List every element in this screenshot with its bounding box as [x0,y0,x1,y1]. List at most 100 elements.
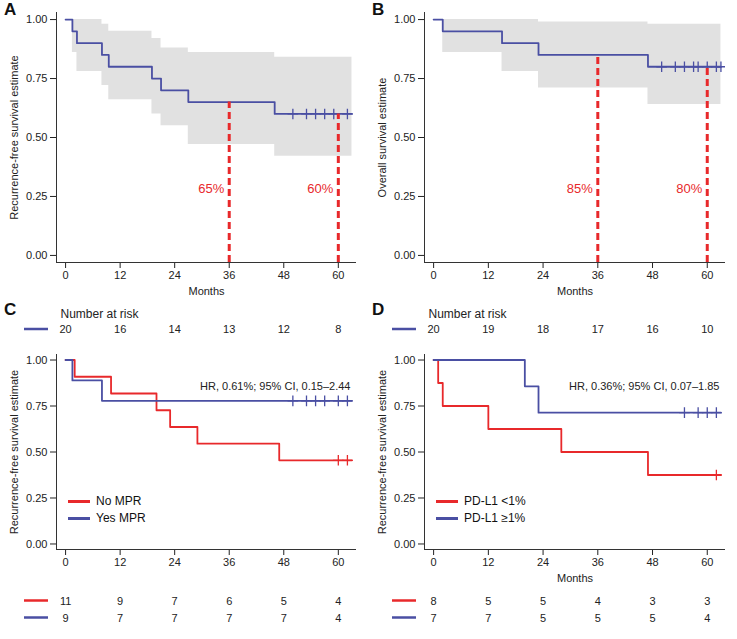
svg-text:0.50: 0.50 [26,131,47,143]
svg-text:0.00: 0.00 [26,249,47,261]
svg-text:13: 13 [223,323,235,335]
svg-text:8: 8 [335,323,341,335]
html-text:PD-L1 <1%: PD-L1 <1% [464,494,526,508]
svg-text:3: 3 [704,595,710,607]
svg-text:5: 5 [540,612,546,624]
svg-text:6: 6 [226,595,232,607]
svg-text:HR, 0.61%; 95% CI, 0.15–2.44: HR, 0.61%; 95% CI, 0.15–2.44 [200,380,350,392]
svg-text:60: 60 [701,269,713,281]
svg-text:5: 5 [281,595,287,607]
svg-text:0.50: 0.50 [394,446,415,458]
svg-text:11: 11 [60,595,71,607]
svg-text:Recurrence-free survival estim: Recurrence-free survival estimate [376,370,388,534]
svg-text:5: 5 [595,612,601,624]
svg-text:19: 19 [482,323,494,335]
svg-text:7: 7 [172,595,178,607]
svg-text:0.00: 0.00 [394,249,415,261]
svg-text:85%: 85% [567,181,593,196]
svg-text:1.00: 1.00 [26,354,47,366]
svg-text:Recurrence-free survival estim: Recurrence-free survival estimate [8,370,20,534]
svg-text:48: 48 [278,556,290,568]
svg-text:0.25: 0.25 [26,190,47,202]
svg-text:Months: Months [557,285,594,297]
svg-text:0.00: 0.00 [26,538,47,550]
svg-text:65%: 65% [198,181,224,196]
svg-text:24: 24 [169,556,181,568]
svg-text:0.75: 0.75 [394,72,415,84]
svg-text:24: 24 [537,269,549,281]
svg-text:16: 16 [646,323,658,335]
svg-text:18: 18 [537,323,549,335]
svg-text:14: 14 [169,323,181,335]
html-text:No MPR: No MPR [96,494,142,508]
svg-text:0: 0 [63,269,69,281]
svg-text:12: 12 [114,269,126,281]
svg-text:0: 0 [431,269,437,281]
svg-text:36: 36 [592,556,604,568]
svg-text:Months: Months [188,285,225,297]
svg-text:0.00: 0.00 [394,538,415,550]
svg-text:0.50: 0.50 [394,131,415,143]
svg-text:5: 5 [649,612,655,624]
svg-text:20: 20 [427,323,439,335]
svg-text:1.00: 1.00 [26,13,47,25]
svg-text:9: 9 [117,595,123,607]
svg-text:Recurrence-free survival estim: Recurrence-free survival estimate [8,55,20,219]
svg-text:7: 7 [485,612,491,624]
svg-text:60: 60 [332,269,344,281]
svg-text:7: 7 [172,612,178,624]
svg-text:HR, 0.36%; 95% CI, 0.07–1.85: HR, 0.36%; 95% CI, 0.07–1.85 [569,380,719,392]
svg-text:Number at risk: Number at risk [429,307,508,321]
svg-text:5: 5 [540,595,546,607]
svg-text:60%: 60% [307,181,333,196]
svg-text:24: 24 [537,556,549,568]
svg-text:Number at risk: Number at risk [61,307,140,321]
svg-text:17: 17 [592,323,604,335]
svg-text:48: 48 [646,269,658,281]
svg-text:0.25: 0.25 [394,190,415,202]
svg-text:Overall survival estimate: Overall survival estimate [376,78,388,198]
svg-text:36: 36 [223,269,235,281]
svg-text:4: 4 [335,595,341,607]
svg-text:0.75: 0.75 [26,400,47,412]
svg-text:12: 12 [114,556,126,568]
svg-text:24: 24 [169,269,181,281]
svg-text:0.25: 0.25 [394,492,415,504]
svg-text:0.75: 0.75 [26,72,47,84]
svg-text:9: 9 [63,612,69,624]
svg-text:4: 4 [335,612,341,624]
svg-text:Months: Months [557,572,594,584]
svg-text:4: 4 [595,595,601,607]
svg-text:10: 10 [701,323,713,335]
svg-text:7: 7 [226,612,232,624]
svg-text:36: 36 [592,269,604,281]
html-text:Yes MPR: Yes MPR [96,511,146,525]
svg-text:7: 7 [117,612,123,624]
svg-text:0.25: 0.25 [26,492,47,504]
svg-text:48: 48 [278,269,290,281]
svg-text:60: 60 [332,556,344,568]
svg-text:0: 0 [63,556,69,568]
svg-text:12: 12 [482,556,494,568]
svg-text:1.00: 1.00 [394,13,415,25]
svg-text:80%: 80% [676,181,702,196]
svg-text:36: 36 [223,556,235,568]
svg-text:7: 7 [431,612,437,624]
svg-text:3: 3 [649,595,655,607]
svg-text:16: 16 [114,323,126,335]
html-text:A: A [4,0,17,19]
svg-text:20: 20 [59,323,71,335]
svg-text:12: 12 [482,269,494,281]
html-text:PD-L1 ≥1%: PD-L1 ≥1% [464,511,526,525]
svg-text:5: 5 [485,595,491,607]
svg-text:0.75: 0.75 [394,400,415,412]
svg-text:7: 7 [281,612,287,624]
svg-text:60: 60 [701,556,713,568]
svg-text:0: 0 [431,556,437,568]
svg-text:0.50: 0.50 [26,446,47,458]
svg-text:12: 12 [278,323,290,335]
svg-text:8: 8 [431,595,437,607]
svg-text:48: 48 [646,556,658,568]
svg-text:1.00: 1.00 [394,354,415,366]
svg-text:4: 4 [704,612,710,624]
